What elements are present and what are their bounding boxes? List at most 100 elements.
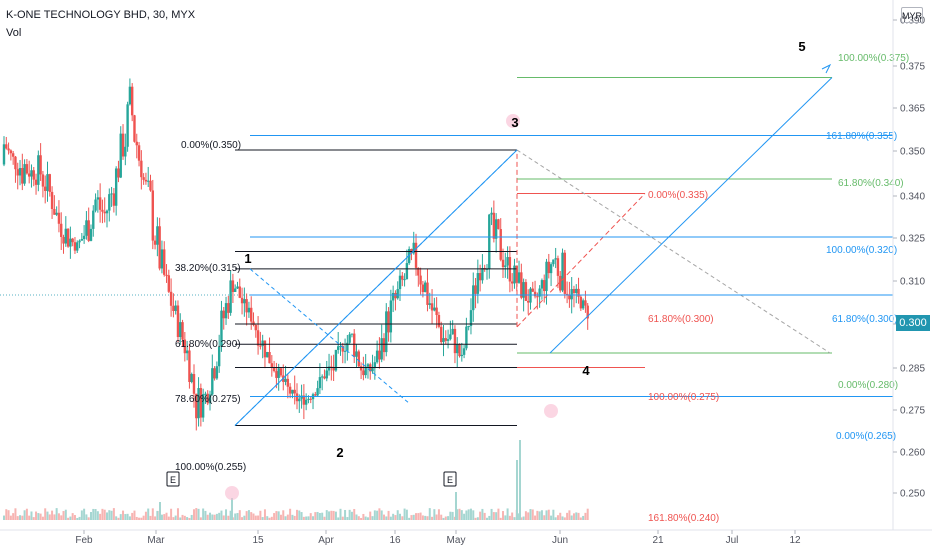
y-tick-label: 0.325 (900, 234, 925, 245)
candle-body (314, 394, 317, 396)
candle-body (401, 275, 404, 280)
fib-label: 61.80%(0.340) (838, 178, 904, 189)
volume-bar (9, 515, 12, 520)
volume-bar (140, 517, 143, 520)
volume-bar (346, 517, 349, 520)
candle-body (128, 86, 132, 105)
fib-label: 0.00%(0.335) (648, 190, 708, 201)
volume-bar (344, 509, 347, 520)
candle-body (300, 395, 303, 399)
volume-bar (495, 512, 498, 520)
volume-bar (579, 517, 582, 520)
candle-body (236, 286, 239, 289)
candle-body (334, 349, 338, 371)
volume-bar (14, 508, 17, 520)
volume-bar (46, 511, 49, 520)
candle-body (211, 368, 214, 395)
volume-bar (57, 513, 60, 520)
wave-label: 1 (244, 251, 251, 266)
volume-bar (186, 517, 189, 520)
volume-bar (234, 513, 237, 520)
volume-bar (360, 517, 363, 520)
volume-bar (261, 517, 264, 520)
symbol-title[interactable]: K-ONE TECHNOLOGY BHD, 30, MYX (6, 9, 196, 21)
volume-bar (154, 516, 157, 520)
candle-body (78, 240, 81, 243)
candle-body (497, 219, 500, 230)
candle-body (453, 328, 457, 354)
candle-body (499, 229, 502, 260)
candle-body (163, 249, 166, 275)
candle-body (201, 394, 205, 418)
volume-bar (424, 515, 427, 520)
volume-bar (183, 515, 186, 520)
volume-bar (387, 510, 390, 520)
candle-body (474, 285, 477, 294)
candle-body (66, 228, 70, 247)
candle-body (437, 315, 441, 327)
candle-body (160, 249, 164, 269)
candle-body (39, 155, 42, 175)
candle-body (73, 242, 77, 251)
volume-bar (399, 513, 402, 520)
candle-body (462, 348, 466, 355)
volume-bar (142, 515, 145, 520)
volume-spike (159, 502, 161, 520)
candle-body (304, 399, 308, 405)
candle-body (456, 344, 459, 354)
candle-body (268, 352, 271, 364)
x-tick-label: Jun (552, 535, 568, 546)
candle-body (337, 346, 340, 350)
volume-bar (83, 508, 86, 520)
candle-body (581, 300, 585, 309)
candle-body (279, 368, 283, 376)
fib-label: 61.80%(0.290) (175, 339, 241, 350)
volume-bar (556, 515, 559, 520)
x-tick-label: 16 (389, 535, 401, 546)
candle-body (577, 288, 580, 297)
candle-body (387, 311, 390, 333)
volume-bar (119, 514, 122, 520)
volume-bar (497, 508, 500, 520)
candle-body (112, 193, 116, 206)
candle-body (199, 388, 203, 418)
volume-bar (30, 511, 33, 520)
volume-bar (499, 517, 502, 520)
candle-body (575, 288, 578, 294)
fib-red-trend (516, 193, 646, 328)
volume-bar (312, 516, 315, 520)
volume-bar (126, 513, 129, 520)
volume-bar (465, 510, 468, 520)
volume-indicator-label[interactable]: Vol (6, 27, 22, 39)
candle-body (394, 292, 397, 299)
volume-bar (277, 511, 280, 520)
volume-bar (112, 508, 115, 520)
candle-body (250, 307, 253, 322)
candle-body (151, 190, 154, 241)
time-axis[interactable]: Feb Mar 15 Apr 16 May Jun 21 Jul 12 (0, 529, 932, 546)
candle-body (156, 226, 159, 245)
candle-body (147, 180, 150, 182)
candle-body (30, 170, 33, 177)
candle-body (318, 377, 322, 389)
volume-bar (447, 516, 450, 520)
candle-body (449, 334, 452, 340)
candle-body (50, 191, 54, 210)
candle-body (62, 236, 65, 244)
candle-body (320, 376, 324, 378)
volume-bar (225, 509, 228, 520)
candle-body (563, 252, 567, 294)
volume-bar (273, 513, 276, 520)
candle-body (96, 197, 100, 200)
volume-bar (192, 509, 195, 520)
candle-body (332, 367, 335, 371)
price-axis[interactable]: 0.3900.3750.3650.3500.3400.3250.3100.300… (892, 0, 925, 530)
candle-body (71, 238, 74, 243)
candle-body (380, 338, 383, 360)
currency-badge[interactable]: MYR (901, 7, 923, 23)
volume-bar (275, 511, 278, 520)
volume-bar (64, 509, 67, 520)
volume-bar (330, 510, 333, 520)
candle-body (82, 235, 86, 240)
